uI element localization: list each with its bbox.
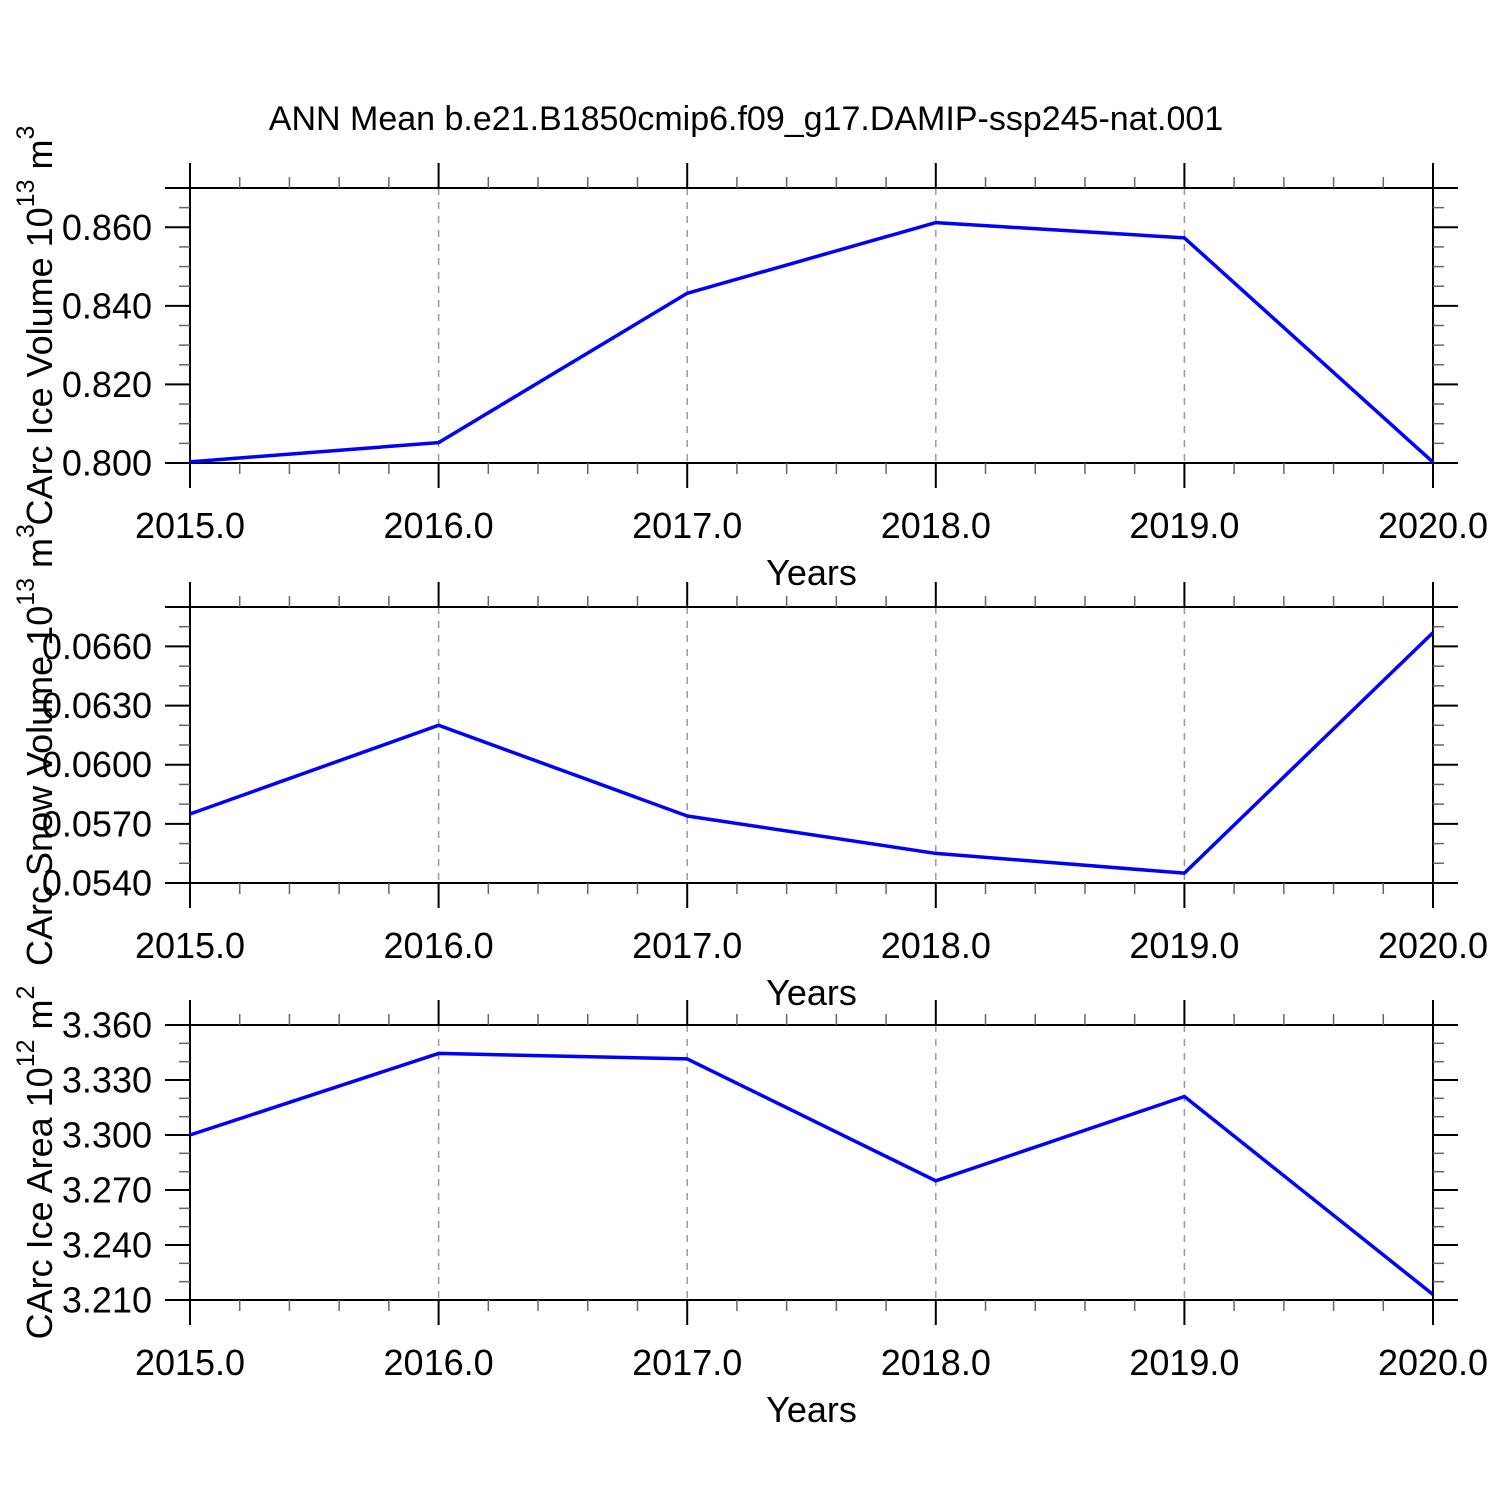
y-axis-title-text: CArc Ice Area 10: [19, 1067, 60, 1339]
y-axis-title-text: CArc Snow Volume 10: [19, 606, 60, 966]
x-axis-title: Years: [766, 972, 857, 1013]
y-tick-label: 3.240: [62, 1225, 152, 1266]
y-axis-title: CArc Ice Area 1012 m2: [12, 986, 60, 1340]
y-axis-title-text: CArc Ice Volume 10: [19, 207, 60, 525]
x-tick-label: 2015.0: [135, 925, 245, 966]
figure-title: ANN Mean b.e21.B1850cmip6.f09_g17.DAMIP-…: [269, 100, 1223, 138]
plot-frame: [189, 1024, 1434, 1301]
x-tick-label: 2018.0: [881, 1342, 991, 1383]
y-tick-label: 0.800: [62, 443, 152, 484]
x-tick-label: 2020.0: [1378, 925, 1488, 966]
x-tick-label: 2019.0: [1129, 505, 1239, 546]
data-line: [189, 1051, 1435, 1296]
y-axis-title-text: m: [19, 139, 60, 179]
y-tick-label: 0.0660: [42, 626, 152, 667]
x-tick-label: 2019.0: [1129, 925, 1239, 966]
y-tick-label: 0.820: [62, 364, 152, 405]
x-tick-label: 2018.0: [881, 925, 991, 966]
x-tick-label: 2020.0: [1378, 505, 1488, 546]
y-tick-label: 0.0600: [42, 744, 152, 785]
data-line: [189, 631, 1435, 875]
y-tick-label: 0.0570: [42, 803, 152, 844]
panel-carc-ice-volume: 2015.0 2016.0 2017.0 2018.0 2019.0 2020.0 Year…: [12, 126, 1488, 593]
x-tick-label: 2018.0: [881, 505, 991, 546]
x-tick-label: 2017.0: [632, 505, 742, 546]
x-tick-label: 2016.0: [384, 925, 494, 966]
y-axis-title-superscript: 13: [12, 179, 40, 207]
y-tick-label: 0.860: [62, 207, 152, 248]
plot-frame: [189, 187, 1434, 464]
x-tick-label: 2017.0: [632, 925, 742, 966]
y-axis-title-superscript: 3: [12, 126, 40, 140]
y-axis-title-text: m: [19, 999, 60, 1039]
y-axis-title: CArc Snow Volume 1013 m3: [12, 524, 60, 966]
y-tick-label: 3.210: [62, 1280, 152, 1321]
y-tick-label: 3.300: [62, 1115, 152, 1156]
y-axis-title-superscript: 2: [12, 986, 40, 1000]
y-axis-title-superscript: 12: [12, 1039, 40, 1067]
y-tick-label: 0.0630: [42, 685, 152, 726]
y-tick-label: 0.0540: [42, 863, 152, 904]
y-axis-title-superscript: 3: [12, 524, 40, 538]
y-tick-label: 3.330: [62, 1060, 152, 1101]
x-tick-label: 2019.0: [1129, 1342, 1239, 1383]
x-axis-title: Years: [766, 1389, 857, 1430]
x-tick-label: 2016.0: [384, 505, 494, 546]
x-axis-title: Years: [766, 552, 857, 593]
y-axis-title-text: m: [19, 538, 60, 578]
x-tick-label: 2020.0: [1378, 1342, 1488, 1383]
panel-carc-ice-area: 2015.0 2016.0 2017.0 2018.0 2019.0 2020.0 Year…: [12, 986, 1488, 1430]
y-tick-label: 0.840: [62, 285, 152, 326]
plot-frame: [189, 606, 1434, 884]
panel-carc-snow-volume: 2015.0 2016.0 2017.0 2018.0 2019.0 2020.0 Year…: [12, 524, 1488, 1013]
y-tick-label: 3.360: [62, 1005, 152, 1046]
y-axis-title-superscript: 13: [12, 578, 40, 606]
y-tick-label: 3.270: [62, 1170, 152, 1211]
x-tick-label: 2016.0: [384, 1342, 494, 1383]
y-axis-title: CArc Ice Volume 1013 m3: [12, 126, 60, 526]
x-tick-label: 2017.0: [632, 1342, 742, 1383]
panels-root: 2015.0 2016.0 2017.0 2018.0 2019.0 2020.0 Year…: [12, 126, 1488, 1430]
data-line: [189, 220, 1435, 464]
x-tick-label: 2015.0: [135, 1342, 245, 1383]
x-tick-label: 2015.0: [135, 505, 245, 546]
